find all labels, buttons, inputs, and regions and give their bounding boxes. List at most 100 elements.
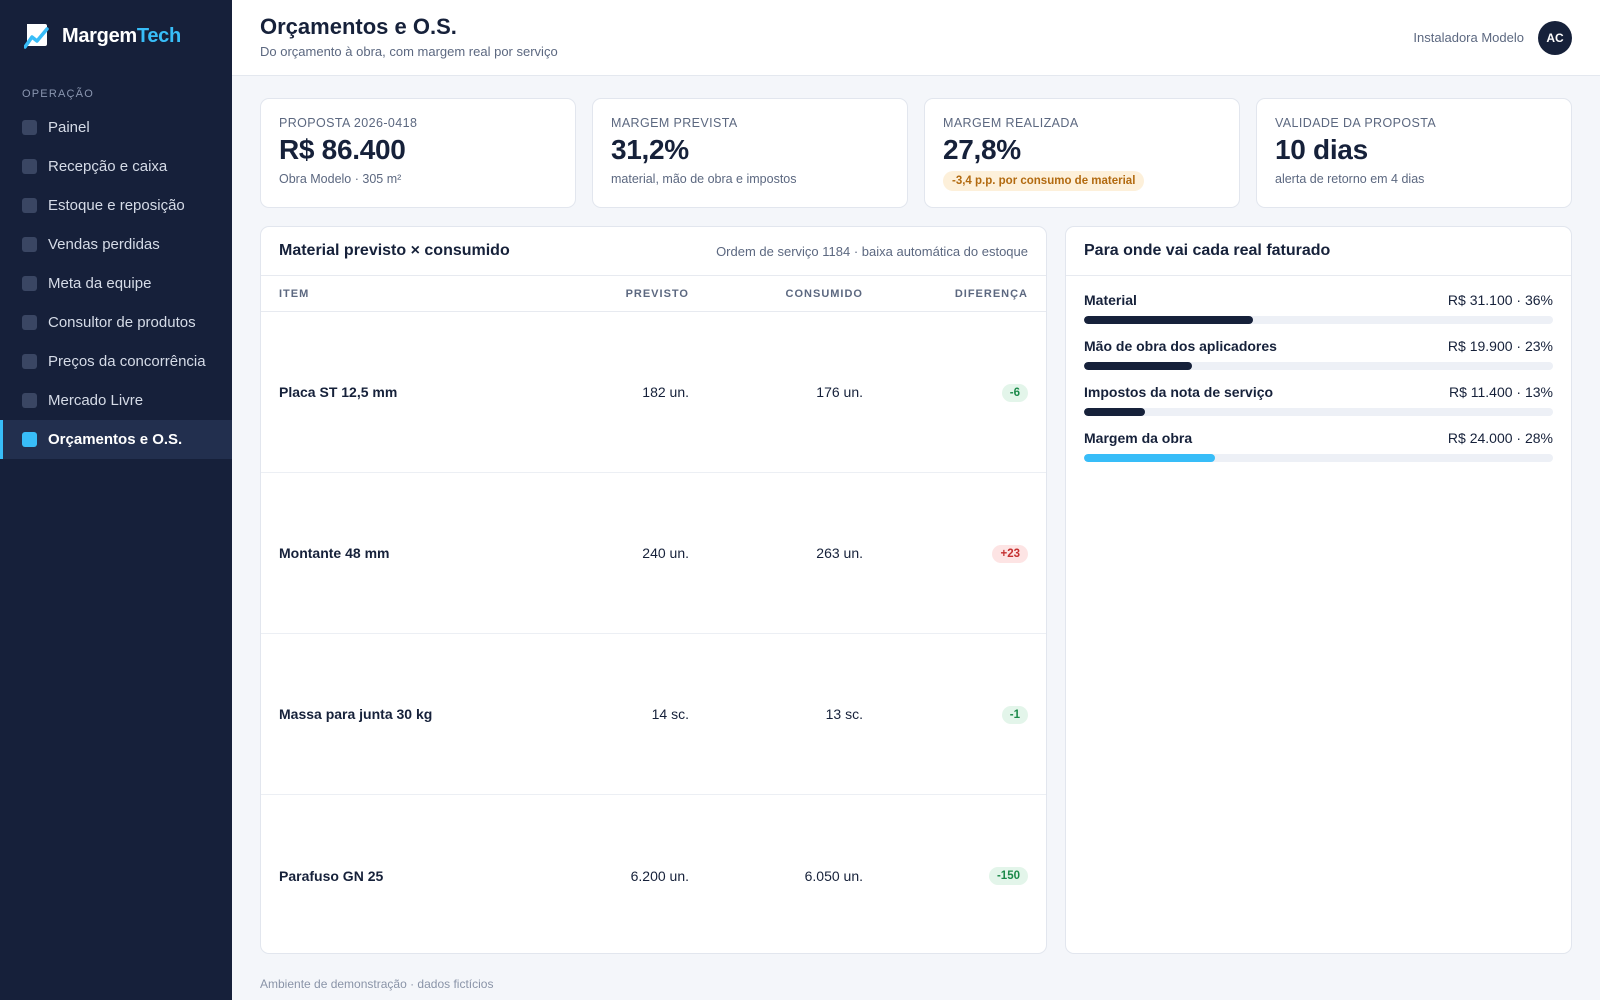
column-header-item: ITEM xyxy=(279,287,310,300)
nav-square-icon xyxy=(22,198,37,213)
avatar[interactable]: AC xyxy=(1538,21,1572,55)
sidebar-item-meta-equipe[interactable]: Meta da equipe xyxy=(0,264,232,303)
panel-header: Para onde vai cada real faturado xyxy=(1066,227,1571,276)
sidebar-item-orcamentos-os[interactable]: Orçamentos e O.S. xyxy=(0,420,232,459)
cell-diferenca: -150 xyxy=(863,866,1028,885)
sidebar-item-estoque[interactable]: Estoque e reposição xyxy=(0,186,232,225)
table-row[interactable]: Parafuso GN 25 6.200 un. 6.050 un. -150 xyxy=(261,795,1046,956)
panel-header: Material previsto × consumido Ordem de s… xyxy=(261,227,1046,276)
kpi-card-margem-prevista: MARGEM PREVISTA 31,2% material, mão de o… xyxy=(592,98,908,208)
material-panel: Material previsto × consumido Ordem de s… xyxy=(260,226,1047,954)
cell-item: Placa ST 12,5 mm xyxy=(279,384,398,400)
brand-name-part-1: Margem xyxy=(62,24,137,47)
nav-square-icon xyxy=(22,276,37,291)
cell-previsto: 14 sc. xyxy=(651,706,689,722)
breakdown-list: Material R$ 31.100 · 36% Mão de obra dos … xyxy=(1066,276,1571,476)
sidebar-item-vendas-perdidas[interactable]: Vendas perdidas xyxy=(0,225,232,264)
breakdown-panel: Para onde vai cada real faturado Materia… xyxy=(1065,226,1572,954)
nav-square-icon xyxy=(22,237,37,252)
cell-diferenca: +23 xyxy=(863,544,1028,563)
cell-consumido: 176 un. xyxy=(816,384,863,400)
logo-icon xyxy=(24,24,49,49)
breakdown-item-impostos: Impostos da nota de serviço R$ 11.400 · 1… xyxy=(1084,384,1553,430)
breakdown-value: R$ 19.900 · 23% xyxy=(1447,338,1553,354)
nav-square-icon xyxy=(22,120,37,135)
diff-badge: -1 xyxy=(1001,705,1028,724)
sidebar-item-label: Meta da equipe xyxy=(48,275,152,292)
table-header: ITEM PREVISTO CONSUMIDO DIFERENÇA xyxy=(261,276,1046,312)
progress-fill xyxy=(1084,454,1216,462)
sidebar-nav: Painel Recepção e caixa Estoque e reposi… xyxy=(0,108,232,459)
cell-diferenca: -1 xyxy=(863,705,1028,724)
breakdown-item-material: Material R$ 31.100 · 36% xyxy=(1084,292,1553,338)
kpi-subtext: alerta de retorno em 4 dias xyxy=(1275,172,1425,186)
cell-previsto: 240 un. xyxy=(642,545,689,561)
cell-previsto: 6.200 un. xyxy=(630,867,689,884)
panel-title: Material previsto × consumido xyxy=(279,242,510,259)
kpi-value: R$ 86.400 xyxy=(279,134,406,165)
table-row[interactable]: Montante 48 mm 240 un. 263 un. +23 xyxy=(261,473,1046,634)
breakdown-value: R$ 11.400 · 13% xyxy=(1448,384,1553,400)
sidebar-item-label: Consultor de produtos xyxy=(48,314,196,331)
column-header-consumido: CONSUMIDO xyxy=(785,287,863,300)
column-header-previsto: PREVISTO xyxy=(625,287,689,300)
table-row[interactable]: Placa ST 12,5 mm 182 un. 176 un. -6 xyxy=(261,312,1046,473)
progress-track xyxy=(1084,408,1553,416)
nav-square-icon xyxy=(22,315,37,330)
kpi-label: MARGEM PREVISTA xyxy=(611,116,738,130)
sidebar-item-label: Recepção e caixa xyxy=(48,158,168,175)
cell-item: Montante 48 mm xyxy=(279,545,390,561)
cell-item: Parafuso GN 25 xyxy=(279,867,384,884)
org-name: Instaladora Modelo xyxy=(1413,30,1524,45)
brand-name-part-2: Tech xyxy=(136,24,181,47)
kpi-label: PROPOSTA 2026-0418 xyxy=(279,116,418,130)
sidebar-item-mercado-livre[interactable]: Mercado Livre xyxy=(0,381,232,420)
kpi-label: VALIDADE DA PROPOSTA xyxy=(1275,116,1437,130)
breakdown-label: Material xyxy=(1084,292,1137,308)
kpi-subtext: Obra Modelo · 305 m² xyxy=(279,172,402,186)
column-header-diferenca: DIFERENÇA xyxy=(954,287,1028,300)
footer-note: Ambiente de demonstração · dados fictíci… xyxy=(260,977,494,991)
warning-badge: -3,4 p.p. por consumo de material xyxy=(943,171,1145,191)
sidebar-item-label: Painel xyxy=(48,119,90,136)
sidebar-item-recepcao-caixa[interactable]: Recepção e caixa xyxy=(0,147,232,186)
progress-fill xyxy=(1084,316,1253,324)
progress-fill xyxy=(1084,408,1145,416)
cell-diferenca: -6 xyxy=(863,383,1028,402)
kpi-value: 10 dias xyxy=(1275,134,1368,165)
sidebar-item-label: Mercado Livre xyxy=(48,392,144,409)
breakdown-label: Impostos da nota de serviço xyxy=(1084,384,1274,400)
sidebar-item-consultor-produtos[interactable]: Consultor de produtos xyxy=(0,303,232,342)
breakdown-value: R$ 24.000 · 28% xyxy=(1447,430,1553,446)
diff-badge: -150 xyxy=(988,867,1028,885)
cell-consumido: 13 sc. xyxy=(825,706,863,722)
kpi-value: 27,8% xyxy=(943,134,1021,165)
breakdown-value: R$ 31.100 · 36% xyxy=(1447,292,1553,308)
sidebar-item-painel[interactable]: Painel xyxy=(0,108,232,147)
sidebar-item-precos-concorrencia[interactable]: Preços da concorrência xyxy=(0,342,232,381)
brand-name: MargemTech xyxy=(62,25,181,48)
sidebar-item-label: Orçamentos e O.S. xyxy=(48,431,183,448)
nav-square-icon xyxy=(22,432,37,447)
page-title: Orçamentos e O.S. xyxy=(260,14,457,39)
nav-section-label: OPERAÇÃO xyxy=(22,88,94,100)
table-row[interactable]: Massa para junta 30 kg 14 sc. 13 sc. -1 xyxy=(261,634,1046,795)
page-subtitle: Do orçamento à obra, com margem real por… xyxy=(260,44,558,59)
breakdown-label: Margem da obra xyxy=(1084,430,1193,446)
breakdown-label: Mão de obra dos aplicadores xyxy=(1084,338,1277,354)
topbar: Orçamentos e O.S. Do orçamento à obra, c… xyxy=(232,0,1600,76)
breakdown-item-mao-de-obra: Mão de obra dos aplicadores R$ 19.900 · 2… xyxy=(1084,338,1553,384)
sidebar-item-label: Preços da concorrência xyxy=(48,353,206,370)
nav-square-icon xyxy=(22,354,37,369)
kpi-value: 31,2% xyxy=(611,134,689,165)
cell-consumido: 263 un. xyxy=(816,545,863,561)
sidebar-item-label: Estoque e reposição xyxy=(48,197,185,214)
brand-logo[interactable]: MargemTech xyxy=(24,22,181,50)
diff-badge: +23 xyxy=(992,544,1028,563)
diff-badge: -6 xyxy=(1001,383,1028,402)
kpi-card-proposta: PROPOSTA 2026-0418 R$ 86.400 Obra Modelo… xyxy=(260,98,576,208)
progress-fill xyxy=(1084,362,1192,370)
kpi-card-validade: VALIDADE DA PROPOSTA 10 dias alerta de r… xyxy=(1256,98,1572,208)
nav-square-icon xyxy=(22,393,37,408)
progress-track xyxy=(1084,454,1553,462)
